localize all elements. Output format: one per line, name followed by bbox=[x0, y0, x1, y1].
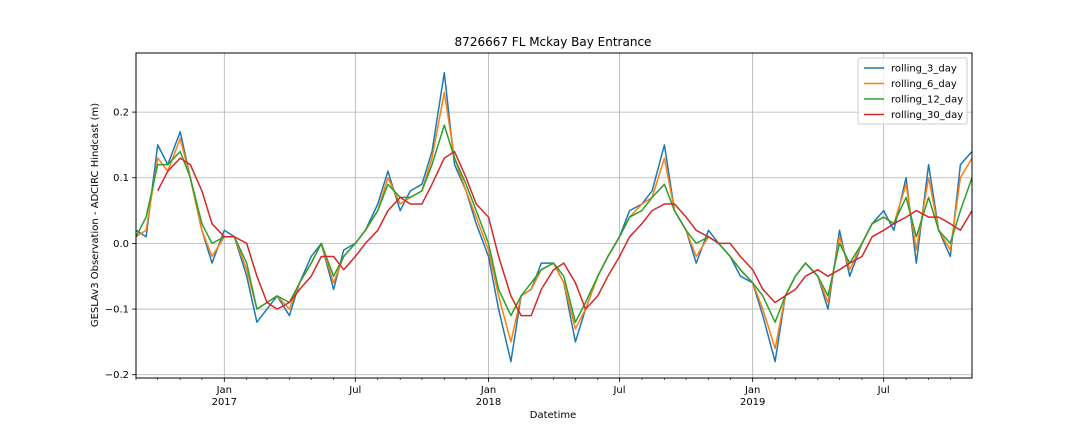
chart-title: 8726667 FL Mckay Bay Entrance bbox=[455, 35, 652, 49]
legend-label-rolling_12_day: rolling_12_day bbox=[891, 95, 963, 106]
x-tick-year-label: 2018 bbox=[476, 397, 501, 408]
y-tick-label: 0.2 bbox=[113, 108, 129, 119]
x-tick-label: Jul bbox=[877, 385, 890, 396]
plot-frame bbox=[135, 52, 973, 379]
grid-lines bbox=[136, 53, 972, 378]
series-line-rolling_12_day bbox=[135, 124, 973, 323]
x-tick-label: Jan bbox=[744, 385, 760, 396]
x-axis-title: Datetime bbox=[530, 410, 577, 421]
series-line-rolling_6_day bbox=[135, 91, 973, 350]
y-axis: −0.2 −0.1 0.0 0.1 0.2 bbox=[105, 108, 136, 381]
legend-items: rolling_3_day rolling_6_day rolling_12_day… bbox=[864, 64, 963, 121]
legend-label-rolling_6_day: rolling_6_day bbox=[891, 79, 957, 90]
legend: rolling_3_day rolling_6_day rolling_12_day… bbox=[857, 57, 968, 125]
x-tick-year-label: 2017 bbox=[212, 397, 237, 408]
legend-box bbox=[857, 57, 968, 125]
series-group bbox=[135, 71, 973, 363]
legend-label-rolling_30_day: rolling_30_day bbox=[891, 110, 963, 121]
series-line-rolling_3_day bbox=[135, 71, 973, 363]
x-tick-label: Jul bbox=[348, 385, 361, 396]
x-tick-label: Jul bbox=[612, 385, 625, 396]
y-tick-label: −0.1 bbox=[105, 305, 129, 316]
y-tick-label: −0.2 bbox=[105, 370, 129, 381]
y-tick-label: 0.1 bbox=[113, 173, 129, 184]
x-tick-year-label: 2019 bbox=[740, 397, 765, 408]
y-tick-label: 0.0 bbox=[113, 239, 129, 250]
legend-label-rolling_3_day: rolling_3_day bbox=[891, 64, 957, 75]
x-tick-label: Jan bbox=[480, 385, 496, 396]
y-axis-title: GESLAv3 Observation - ADCIRC Hindcast (m… bbox=[90, 103, 101, 327]
series-line-rolling_30_day bbox=[157, 150, 973, 317]
x-tick-label: Jan bbox=[216, 385, 232, 396]
